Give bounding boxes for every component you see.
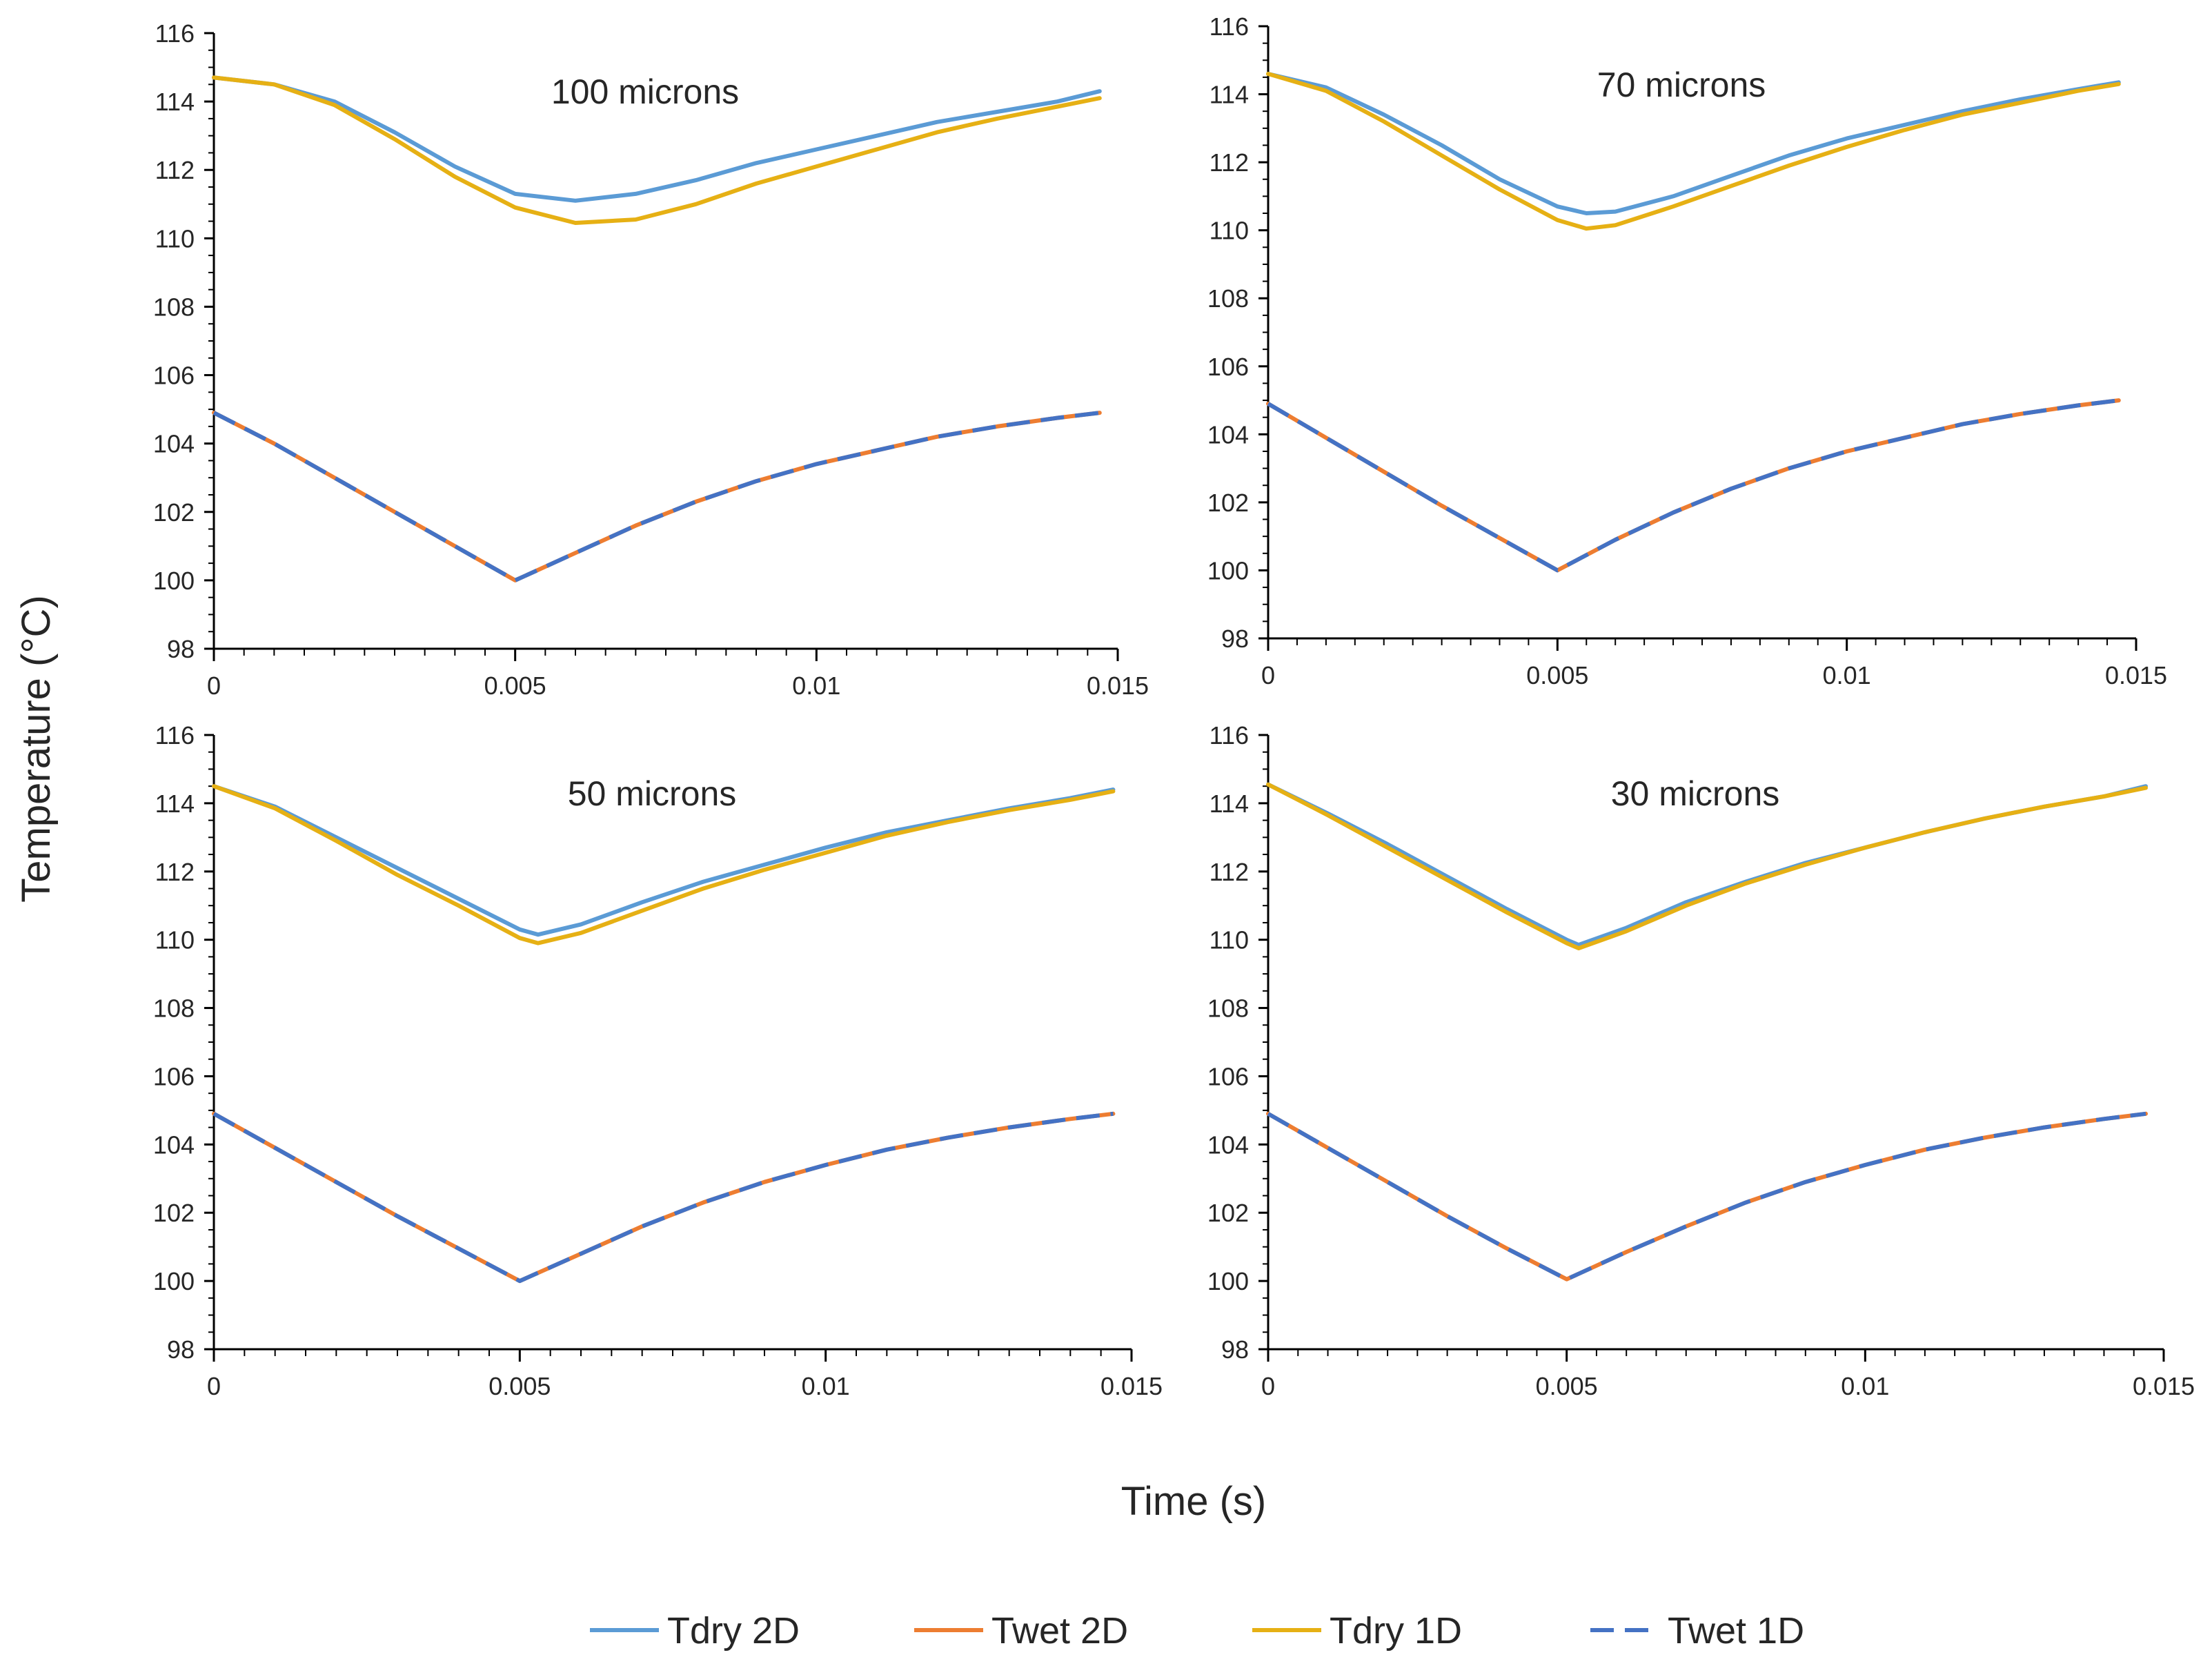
series-line-twet-1d [213, 1111, 1114, 1284]
y-tick-label: 112 [1209, 148, 1249, 177]
y-tick-label: 108 [153, 994, 195, 1023]
x-tick-label: 0.005 [1536, 1372, 1598, 1400]
x-tick-label: 0.01 [1823, 661, 1871, 689]
legend-label: Tdry 1D [1330, 1610, 1462, 1652]
panel-title: 100 microns [551, 72, 739, 111]
y-tick-label: 98 [1221, 1335, 1249, 1364]
y-tick-label: 110 [1209, 926, 1249, 954]
y-tick-label: 106 [1207, 353, 1249, 381]
series-line-tdry-1d [212, 784, 1116, 945]
y-tick-label: 104 [153, 430, 195, 458]
x-axis-title: Time (s) [1121, 1479, 1266, 1524]
legend-item-tdry-2d: Tdry 2D [590, 1610, 800, 1652]
y-tick-label: 102 [1207, 489, 1249, 517]
legend-label: Twet 1D [1668, 1610, 1804, 1652]
y-tick-label: 114 [1209, 81, 1249, 109]
series-line-twet-1d [1267, 1111, 2146, 1282]
x-tick-label: 0.005 [488, 1372, 551, 1400]
y-tick-label: 116 [1209, 721, 1249, 749]
series-line-tdry-1d [212, 75, 1102, 225]
panel-1: 98 100 102 104 106 108 110 112 114 116 0 0.005 0.01 0… [153, 19, 1149, 700]
legend-label: Tdry 2D [667, 1610, 800, 1652]
y-tick-label: 100 [153, 1267, 195, 1295]
x-tick-label: 0.015 [1100, 1372, 1163, 1400]
y-tick-label: 112 [155, 858, 195, 886]
y-tick-label: 116 [155, 721, 195, 749]
legend-item-tdry-1d: Tdry 1D [1252, 1610, 1462, 1652]
y-tick-label: 106 [153, 362, 195, 390]
panel-title: 70 microns [1597, 66, 1766, 104]
y-tick-label: 98 [1221, 625, 1249, 653]
y-tick-label: 114 [1209, 790, 1249, 818]
panel-title: 50 microns [568, 774, 737, 813]
x-tick-label: 0.015 [2105, 661, 2167, 689]
y-tick-label: 106 [153, 1062, 195, 1090]
y-tick-label: 102 [153, 1199, 195, 1227]
series-line-twet-1d [1267, 398, 2120, 573]
x-tick-label: 0.01 [1841, 1372, 1889, 1400]
y-tick-label: 100 [153, 567, 195, 595]
y-tick-label: 104 [1207, 420, 1249, 449]
y-tick-label: 100 [1207, 1267, 1249, 1295]
x-tick-label: 0.01 [802, 1372, 850, 1400]
y-tick-label: 98 [167, 1335, 195, 1364]
panel-2: 98 100 102 104 106 108 110 112 114 116 0 0.005 0.01 0… [1207, 12, 2167, 689]
series-line-twet-2d [212, 411, 1102, 582]
legend-item-twet-1d: Twet 1D [1590, 1610, 1804, 1652]
series-line-tdry-2d [1266, 72, 2121, 215]
y-tick-label: 110 [155, 926, 195, 954]
x-tick-label: 0.01 [792, 672, 840, 700]
y-tick-label: 98 [167, 635, 195, 663]
y-tick-label: 108 [1207, 284, 1249, 313]
x-tick-label: 0 [207, 672, 221, 700]
legend: Tdry 2D Twet 2D Tdry 1D Twet 1D [590, 1610, 1804, 1652]
y-tick-label: 108 [1207, 994, 1249, 1023]
y-tick-label: 114 [155, 790, 195, 818]
y-tick-label: 116 [155, 19, 195, 48]
series-line-tdry-1d [1266, 72, 2121, 231]
x-tick-label: 0.015 [2133, 1372, 2195, 1400]
y-tick-label: 108 [153, 293, 195, 321]
y-tick-label: 114 [155, 88, 195, 116]
y-tick-label: 110 [1209, 217, 1249, 245]
x-tick-label: 0 [1261, 1372, 1275, 1400]
x-tick-label: 0.005 [1526, 661, 1588, 689]
y-tick-label: 100 [1207, 556, 1249, 585]
x-tick-label: 0.015 [1087, 672, 1149, 700]
panel-3: 98 100 102 104 106 108 110 112 114 116 0 0.005 0.01 0… [153, 721, 1163, 1400]
series-line-tdry-2d [212, 75, 1102, 203]
y-tick-label: 104 [1207, 1130, 1249, 1159]
y-tick-label: 106 [1207, 1062, 1249, 1090]
y-axis-title: Temperature (°C) [14, 595, 59, 902]
y-tick-label: 112 [155, 156, 195, 184]
y-tick-label: 102 [1207, 1199, 1249, 1227]
y-tick-label: 112 [1209, 858, 1249, 886]
y-tick-label: 104 [153, 1130, 195, 1159]
y-tick-label: 116 [1209, 12, 1249, 41]
y-tick-label: 110 [155, 224, 195, 253]
legend-label: Twet 2D [991, 1610, 1128, 1652]
x-tick-label: 0 [207, 1372, 221, 1400]
x-tick-label: 0.005 [484, 672, 546, 700]
panel-title: 30 microns [1611, 774, 1780, 813]
y-tick-label: 102 [153, 498, 195, 527]
panel-4: 98 100 102 104 106 108 110 112 114 116 0 0.005 0.01 0… [1207, 721, 2195, 1400]
series-line-tdry-1d [1266, 782, 2148, 950]
x-tick-label: 0 [1261, 661, 1275, 689]
legend-item-twet-2d: Twet 2D [914, 1610, 1128, 1652]
